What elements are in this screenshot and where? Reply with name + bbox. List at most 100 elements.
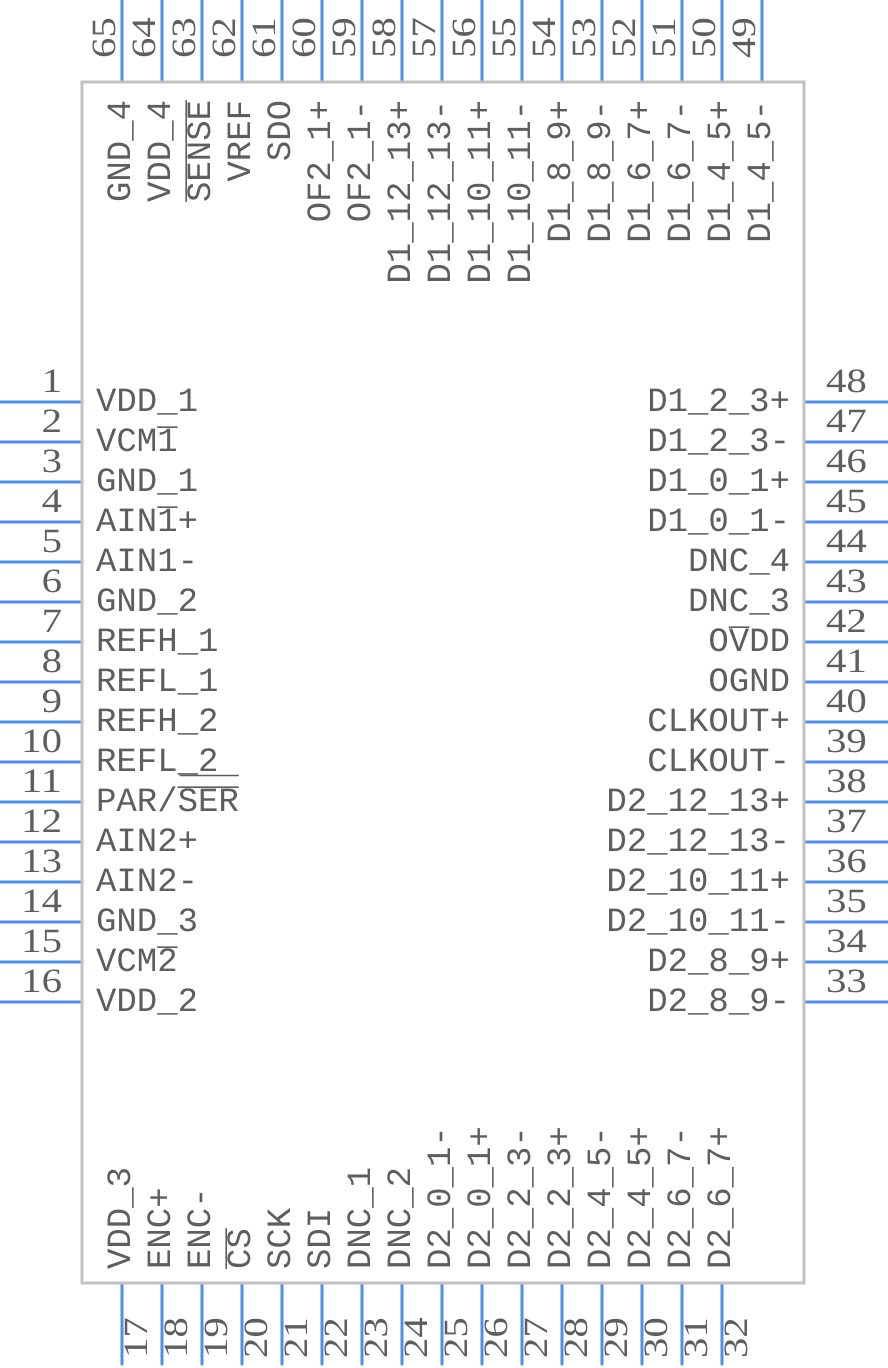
svg-text:25: 25 [438, 1317, 475, 1358]
svg-text:40: 40 [826, 683, 867, 720]
svg-text:39: 39 [826, 723, 867, 760]
svg-text:REFL_1: REFL_1 [96, 664, 218, 702]
svg-text:15: 15 [21, 923, 62, 960]
svg-text:32: 32 [718, 1317, 755, 1358]
svg-text:REFH_1: REFH_1 [96, 624, 218, 662]
svg-text:D1_12_13-: D1_12_13- [423, 100, 461, 284]
svg-text:DNC_2: DNC_2 [383, 1167, 421, 1269]
svg-text:2: 2 [42, 403, 62, 440]
svg-text:20: 20 [238, 1317, 275, 1358]
svg-text:55: 55 [486, 17, 523, 58]
svg-text:D2_6_7+: D2_6_7+ [703, 1126, 741, 1269]
svg-text:4: 4 [42, 483, 62, 520]
svg-text:35: 35 [826, 883, 867, 920]
svg-text:16: 16 [21, 963, 62, 1000]
svg-text:GND_2: GND_2 [96, 584, 198, 622]
svg-text:SENSE: SENSE [183, 100, 221, 202]
svg-text:GND_4: GND_4 [103, 100, 141, 202]
svg-text:VCM2: VCM2 [96, 944, 178, 982]
svg-text:VDD_1: VDD_1 [96, 384, 198, 422]
svg-text:VREF: VREF [223, 100, 261, 182]
svg-text:D2_0_1-: D2_0_1- [423, 1126, 461, 1269]
svg-text:61: 61 [246, 17, 283, 58]
svg-text:59: 59 [326, 17, 363, 58]
svg-text:D1_4_5+: D1_4_5+ [703, 100, 741, 243]
svg-text:D2_2_3+: D2_2_3+ [543, 1126, 581, 1269]
svg-text:33: 33 [826, 963, 867, 1000]
svg-text:DNC_4: DNC_4 [688, 544, 790, 582]
svg-text:12: 12 [21, 803, 62, 840]
svg-text:38: 38 [826, 763, 867, 800]
svg-text:SDO: SDO [263, 100, 301, 161]
svg-text:10: 10 [21, 723, 62, 760]
svg-text:24: 24 [398, 1317, 435, 1358]
svg-text:AIN2+: AIN2+ [96, 824, 198, 862]
svg-text:21: 21 [278, 1317, 315, 1358]
svg-text:ENC+: ENC+ [143, 1187, 181, 1269]
svg-text:VDD_2: VDD_2 [96, 984, 198, 1022]
svg-text:AIN1-: AIN1- [96, 544, 198, 582]
svg-text:1: 1 [42, 363, 62, 400]
svg-text:D2_6_7-: D2_6_7- [663, 1126, 701, 1269]
svg-text:VDD_4: VDD_4 [143, 100, 181, 202]
svg-text:D2_12_13-: D2_12_13- [606, 824, 790, 862]
svg-text:34: 34 [826, 923, 867, 960]
svg-text:OF2_1-: OF2_1- [343, 100, 381, 222]
svg-text:D1_2_3+: D1_2_3+ [647, 384, 790, 422]
svg-text:AIN1+: AIN1+ [96, 504, 198, 542]
svg-text:28: 28 [558, 1317, 595, 1358]
svg-text:46: 46 [826, 443, 867, 480]
svg-text:3: 3 [42, 443, 62, 480]
svg-text:54: 54 [526, 17, 563, 58]
svg-text:D2_8_9+: D2_8_9+ [647, 944, 790, 982]
svg-text:8: 8 [42, 643, 62, 680]
svg-text:D2_2_3-: D2_2_3- [503, 1126, 541, 1269]
svg-text:26: 26 [478, 1317, 515, 1358]
svg-text:D2_10_11+: D2_10_11+ [606, 864, 790, 902]
svg-text:D1_0_1-: D1_0_1- [647, 504, 790, 542]
svg-text:D2_8_9-: D2_8_9- [647, 984, 790, 1022]
svg-text:D1_6_7-: D1_6_7- [663, 100, 701, 243]
svg-text:64: 64 [126, 17, 163, 58]
svg-text:D1_2_3-: D1_2_3- [647, 424, 790, 462]
svg-text:DNC_1: DNC_1 [343, 1167, 381, 1269]
svg-text:PAR/SER: PAR/SER [96, 784, 239, 822]
svg-text:SDI: SDI [303, 1208, 341, 1269]
svg-text:56: 56 [446, 17, 483, 58]
svg-text:D1_10_11+: D1_10_11+ [463, 100, 501, 284]
svg-text:57: 57 [406, 17, 443, 58]
svg-text:D1_8_9-: D1_8_9- [583, 100, 621, 243]
svg-text:VDD_3: VDD_3 [103, 1167, 141, 1269]
svg-text:6: 6 [42, 563, 62, 600]
svg-text:D1_10_11-: D1_10_11- [503, 100, 541, 284]
svg-text:30: 30 [638, 1317, 675, 1358]
svg-text:53: 53 [566, 17, 603, 58]
svg-text:36: 36 [826, 843, 867, 880]
svg-text:19: 19 [198, 1317, 235, 1358]
svg-text:60: 60 [286, 17, 323, 58]
svg-text:ENC-: ENC- [183, 1187, 221, 1269]
svg-text:CS: CS [223, 1228, 261, 1269]
svg-text:OGND: OGND [708, 664, 790, 702]
svg-text:23: 23 [358, 1317, 395, 1358]
svg-text:5: 5 [42, 523, 62, 560]
svg-text:D1_4_5-: D1_4_5- [743, 100, 781, 243]
svg-text:45: 45 [826, 483, 867, 520]
svg-text:OVDD: OVDD [708, 624, 790, 662]
svg-text:14: 14 [21, 883, 62, 920]
svg-text:52: 52 [606, 17, 643, 58]
svg-text:D1_12_13+: D1_12_13+ [383, 100, 421, 284]
svg-text:CLKOUT-: CLKOUT- [647, 744, 790, 782]
svg-text:18: 18 [158, 1317, 195, 1358]
svg-text:D2_4_5+: D2_4_5+ [623, 1126, 661, 1269]
svg-text:42: 42 [826, 603, 867, 640]
svg-text:31: 31 [678, 1317, 715, 1358]
svg-text:OF2_1+: OF2_1+ [303, 100, 341, 222]
svg-text:37: 37 [826, 803, 867, 840]
svg-text:48: 48 [826, 363, 867, 400]
svg-text:CLKOUT+: CLKOUT+ [647, 704, 790, 742]
svg-text:D1_0_1+: D1_0_1+ [647, 464, 790, 502]
svg-text:D2_0_1+: D2_0_1+ [463, 1126, 501, 1269]
svg-text:41: 41 [826, 643, 867, 680]
svg-text:44: 44 [826, 523, 867, 560]
